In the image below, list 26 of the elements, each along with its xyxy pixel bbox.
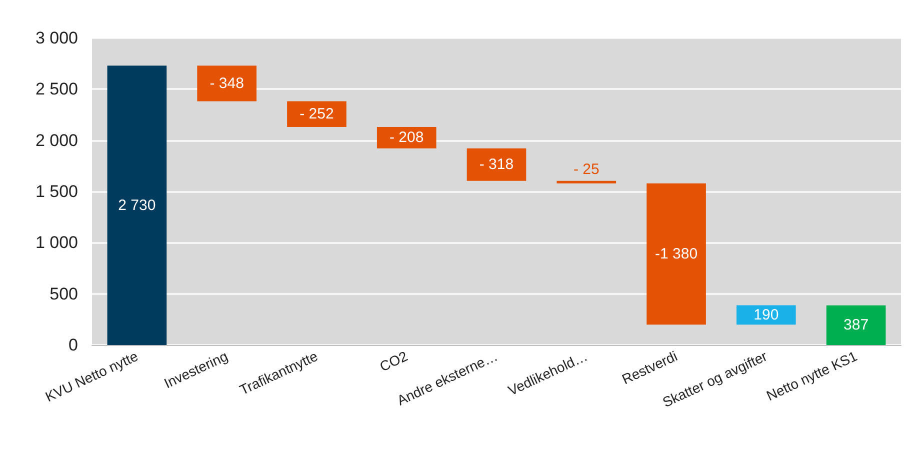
data-label: - 318: [479, 156, 514, 174]
data-label: - 252: [300, 106, 334, 123]
x-tick-label: CO2: [377, 348, 410, 374]
bar: [287, 101, 346, 128]
y-tick-label: 2 000: [35, 130, 78, 150]
bar: [826, 305, 886, 345]
data-label: 387: [844, 316, 869, 334]
data-label: 2 730: [118, 196, 156, 214]
data-label: -1 380: [655, 246, 698, 263]
bar: [376, 127, 436, 148]
y-tick-label: 2 500: [35, 80, 78, 99]
bar: [466, 148, 526, 181]
data-label: - 25: [573, 160, 600, 178]
data-label: - 208: [390, 129, 424, 146]
bar: [646, 183, 706, 325]
y-tick-label: 3 000: [35, 28, 78, 48]
y-tick-label: 1 500: [35, 182, 78, 201]
bar: [197, 66, 256, 102]
bar: [556, 180, 616, 184]
y-tick-label: 0: [68, 336, 78, 354]
data-label: - 348: [210, 74, 244, 92]
y-tick-label: 500: [50, 284, 78, 304]
y-tick-label: 1 000: [35, 233, 78, 252]
data-label: 190: [754, 306, 779, 324]
bar: [107, 66, 167, 345]
bar: [736, 305, 796, 325]
